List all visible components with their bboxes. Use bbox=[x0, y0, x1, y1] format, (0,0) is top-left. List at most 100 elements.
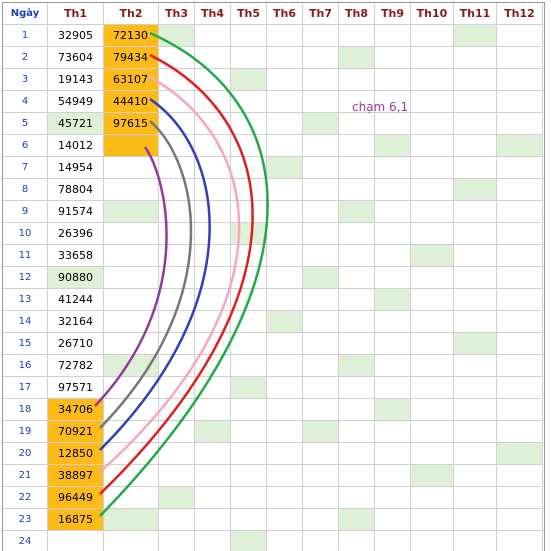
value-cell bbox=[454, 333, 497, 355]
value-cell bbox=[411, 465, 454, 487]
value-cell bbox=[411, 69, 454, 91]
value-cell bbox=[454, 135, 497, 157]
header-cell: Th3 bbox=[159, 3, 195, 25]
value-cell bbox=[339, 157, 375, 179]
header-cell: Th1 bbox=[48, 3, 104, 25]
value-cell bbox=[454, 201, 497, 223]
value-cell: 70921 bbox=[48, 421, 104, 443]
value-cell bbox=[104, 487, 159, 509]
day-cell: 8 bbox=[3, 179, 48, 201]
value-cell bbox=[231, 377, 267, 399]
value-cell bbox=[267, 421, 303, 443]
value-cell bbox=[375, 25, 411, 47]
value-cell bbox=[104, 421, 159, 443]
value-cell: 45721 bbox=[48, 113, 104, 135]
value-cell: 90880 bbox=[48, 267, 104, 289]
value-cell bbox=[159, 311, 195, 333]
value-cell bbox=[159, 245, 195, 267]
value-cell bbox=[497, 487, 543, 509]
value-cell bbox=[267, 223, 303, 245]
value-cell bbox=[454, 179, 497, 201]
value-cell bbox=[231, 355, 267, 377]
value-cell bbox=[195, 25, 231, 47]
value-cell bbox=[159, 91, 195, 113]
value-cell bbox=[195, 69, 231, 91]
value-cell bbox=[104, 443, 159, 465]
value-cell bbox=[375, 113, 411, 135]
value-cell bbox=[303, 421, 339, 443]
value-cell: 32905 bbox=[48, 25, 104, 47]
value-cell bbox=[303, 69, 339, 91]
value-cell bbox=[303, 201, 339, 223]
value-cell bbox=[497, 355, 543, 377]
value-cell: 32164 bbox=[48, 311, 104, 333]
value-cell bbox=[497, 113, 543, 135]
value-cell bbox=[411, 201, 454, 223]
value-cell bbox=[159, 465, 195, 487]
day-cell: 12 bbox=[3, 267, 48, 289]
value-cell bbox=[411, 399, 454, 421]
value-cell bbox=[411, 135, 454, 157]
value-cell bbox=[159, 355, 195, 377]
value-cell bbox=[375, 487, 411, 509]
value-cell bbox=[159, 69, 195, 91]
value-cell bbox=[454, 91, 497, 113]
value-cell bbox=[411, 179, 454, 201]
value-cell bbox=[104, 465, 159, 487]
value-cell bbox=[339, 47, 375, 69]
value-cell bbox=[375, 223, 411, 245]
value-cell bbox=[104, 157, 159, 179]
header-cell: Th6 bbox=[267, 3, 303, 25]
header-cell: Th8 bbox=[339, 3, 375, 25]
value-cell bbox=[339, 267, 375, 289]
value-cell bbox=[339, 509, 375, 531]
value-cell bbox=[104, 355, 159, 377]
header-cell: Th4 bbox=[195, 3, 231, 25]
value-cell bbox=[411, 157, 454, 179]
value-cell bbox=[48, 531, 104, 551]
value-cell bbox=[497, 267, 543, 289]
day-cell: 23 bbox=[3, 509, 48, 531]
value-cell bbox=[454, 245, 497, 267]
value-cell bbox=[497, 421, 543, 443]
value-cell bbox=[411, 333, 454, 355]
value-cell bbox=[195, 377, 231, 399]
value-cell bbox=[231, 179, 267, 201]
value-cell bbox=[159, 421, 195, 443]
day-cell: 24 bbox=[3, 531, 48, 551]
value-cell bbox=[454, 47, 497, 69]
day-cell: 19 bbox=[3, 421, 48, 443]
value-cell bbox=[231, 487, 267, 509]
value-cell bbox=[375, 399, 411, 421]
value-cell: 16875 bbox=[48, 509, 104, 531]
value-cell bbox=[339, 91, 375, 113]
value-cell bbox=[195, 289, 231, 311]
value-cell: 44410 bbox=[104, 91, 159, 113]
value-cell bbox=[375, 91, 411, 113]
value-cell bbox=[231, 311, 267, 333]
value-cell bbox=[267, 289, 303, 311]
value-cell bbox=[339, 355, 375, 377]
value-cell bbox=[195, 201, 231, 223]
day-cell: 15 bbox=[3, 333, 48, 355]
day-cell: 2 bbox=[3, 47, 48, 69]
value-cell bbox=[267, 157, 303, 179]
value-cell bbox=[454, 377, 497, 399]
value-cell bbox=[267, 267, 303, 289]
value-cell bbox=[454, 157, 497, 179]
value-cell bbox=[159, 47, 195, 69]
value-cell bbox=[339, 421, 375, 443]
value-cell bbox=[497, 201, 543, 223]
value-cell bbox=[454, 399, 497, 421]
value-cell bbox=[454, 289, 497, 311]
value-cell bbox=[497, 289, 543, 311]
value-cell: 26710 bbox=[48, 333, 104, 355]
annotation: chạm 6,1 bbox=[352, 100, 409, 114]
value-cell bbox=[411, 487, 454, 509]
header-cell: Ngày bbox=[3, 3, 48, 25]
day-cell: 4 bbox=[3, 91, 48, 113]
value-cell bbox=[159, 25, 195, 47]
value-cell bbox=[375, 135, 411, 157]
value-cell bbox=[195, 443, 231, 465]
